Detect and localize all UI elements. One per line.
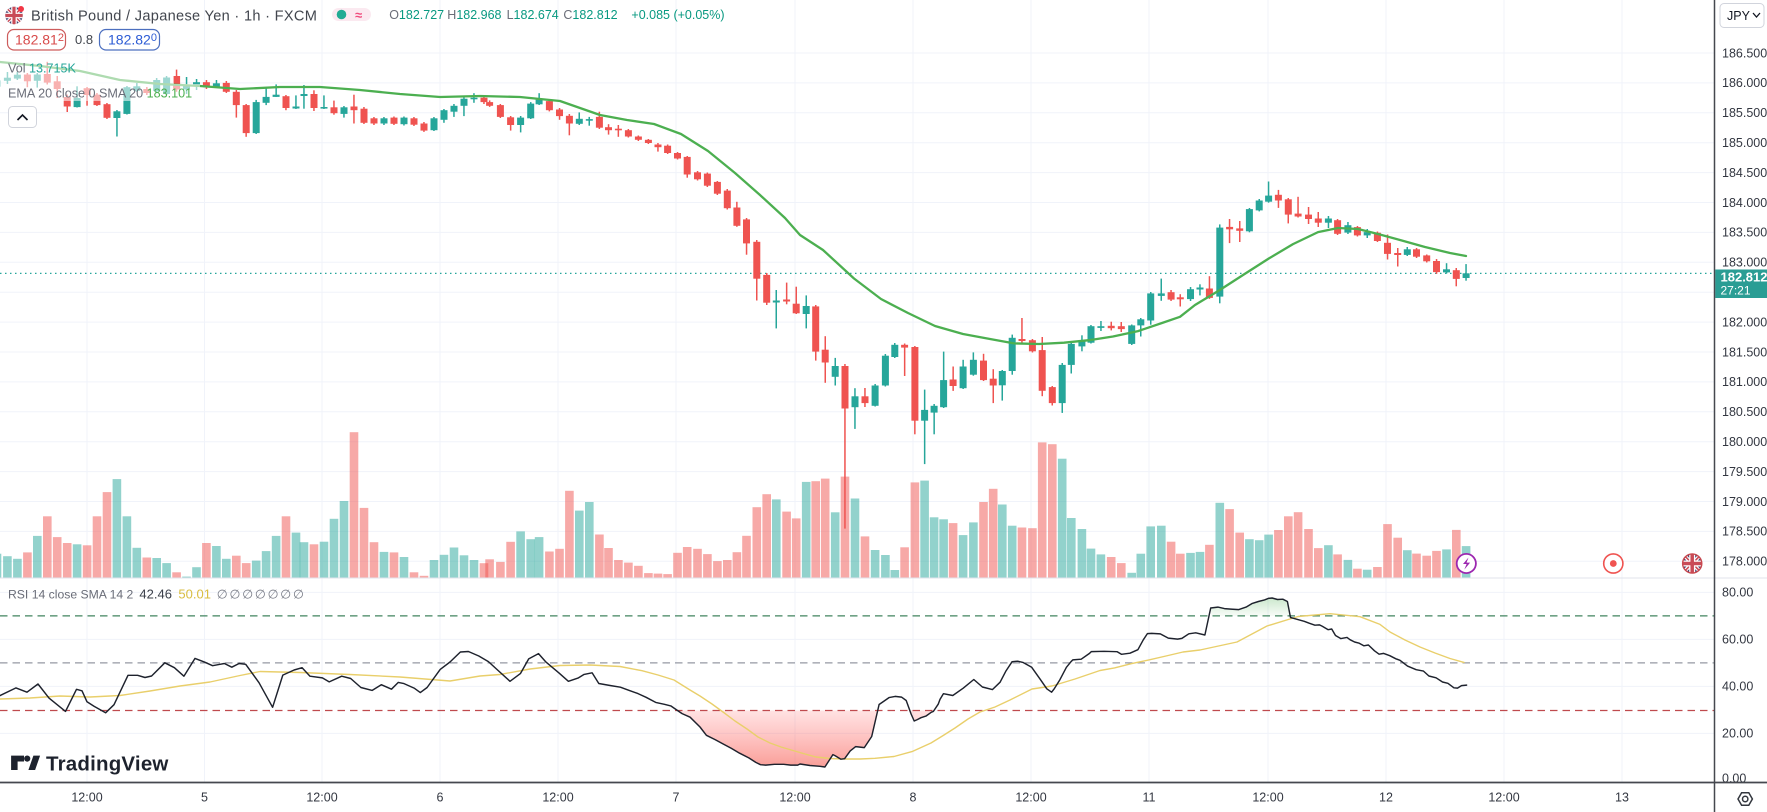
svg-text:186.500: 186.500 xyxy=(1722,46,1767,60)
svg-text:185.000: 185.000 xyxy=(1722,136,1767,150)
svg-text:180.000: 180.000 xyxy=(1722,435,1767,449)
svg-text:∅: ∅ xyxy=(217,588,228,602)
svg-text:∅: ∅ xyxy=(293,588,304,602)
svg-text:186.000: 186.000 xyxy=(1722,76,1767,90)
svg-text:12:00: 12:00 xyxy=(779,791,810,805)
svg-text:8: 8 xyxy=(910,791,917,805)
svg-text:RSI 14 close SMA 14 2: RSI 14 close SMA 14 2 xyxy=(8,588,134,602)
svg-text:∅: ∅ xyxy=(268,588,279,602)
svg-text:60.00: 60.00 xyxy=(1722,633,1753,647)
svg-text:5: 5 xyxy=(201,791,208,805)
svg-text:H182.968: H182.968 xyxy=(447,8,501,22)
svg-text:C182.812: C182.812 xyxy=(563,8,617,22)
svg-text:80.00: 80.00 xyxy=(1722,586,1753,600)
svg-text:40.00: 40.00 xyxy=(1722,680,1753,694)
svg-text:183.000: 183.000 xyxy=(1722,256,1767,270)
svg-text:182.820: 182.820 xyxy=(108,32,157,48)
svg-text:184.000: 184.000 xyxy=(1722,196,1767,210)
svg-text:12:00: 12:00 xyxy=(1015,791,1046,805)
svg-text:JPY: JPY xyxy=(1727,9,1751,23)
svg-text:L182.674: L182.674 xyxy=(507,8,559,22)
svg-text:182.000: 182.000 xyxy=(1722,315,1767,329)
svg-text:12:00: 12:00 xyxy=(542,791,573,805)
svg-text:184.500: 184.500 xyxy=(1722,166,1767,180)
svg-text:27:21: 27:21 xyxy=(1721,284,1751,298)
svg-text:TradingView: TradingView xyxy=(46,753,169,776)
svg-text:∅: ∅ xyxy=(255,588,266,602)
svg-text:0.00: 0.00 xyxy=(1722,772,1746,786)
svg-text:∅: ∅ xyxy=(230,588,241,602)
svg-text:183.500: 183.500 xyxy=(1722,226,1767,240)
svg-text:179.500: 179.500 xyxy=(1722,465,1767,479)
svg-text:182.812: 182.812 xyxy=(15,32,64,48)
svg-text:∅: ∅ xyxy=(280,588,291,602)
svg-text:British Pound / Japanese Yen ·: British Pound / Japanese Yen · 1h · FXCM xyxy=(31,9,317,25)
svg-text:12:00: 12:00 xyxy=(1488,791,1519,805)
svg-text:EMA 20 close 0 SMA 20 183.101: EMA 20 close 0 SMA 20 183.101 xyxy=(8,87,192,101)
svg-text:6: 6 xyxy=(437,791,444,805)
svg-text:50.01: 50.01 xyxy=(178,587,211,602)
svg-text:178.000: 178.000 xyxy=(1722,555,1767,569)
svg-text:0.8: 0.8 xyxy=(75,32,93,47)
svg-text:20.00: 20.00 xyxy=(1722,727,1753,741)
svg-text:12:00: 12:00 xyxy=(306,791,337,805)
svg-text:180.500: 180.500 xyxy=(1722,405,1767,419)
svg-text:+0.085 (+0.05%): +0.085 (+0.05%) xyxy=(631,8,724,22)
svg-text:179.000: 179.000 xyxy=(1722,495,1767,509)
svg-text:Vol 13.715K: Vol 13.715K xyxy=(8,62,77,76)
svg-text:13: 13 xyxy=(1615,791,1629,805)
svg-text:42.46: 42.46 xyxy=(139,587,172,602)
svg-text:12:00: 12:00 xyxy=(1252,791,1283,805)
svg-text:185.500: 185.500 xyxy=(1722,106,1767,120)
svg-text:≈: ≈ xyxy=(355,8,362,23)
svg-text:178.500: 178.500 xyxy=(1722,525,1767,539)
svg-text:O182.727: O182.727 xyxy=(389,8,444,22)
svg-text:12:00: 12:00 xyxy=(71,791,102,805)
svg-text:181.000: 181.000 xyxy=(1722,375,1767,389)
svg-text:7: 7 xyxy=(673,791,680,805)
svg-text:11: 11 xyxy=(1143,791,1156,805)
svg-text:12: 12 xyxy=(1379,791,1393,805)
svg-text:181.500: 181.500 xyxy=(1722,345,1767,359)
svg-text:182.812: 182.812 xyxy=(1721,270,1767,285)
svg-text:∅: ∅ xyxy=(242,588,253,602)
